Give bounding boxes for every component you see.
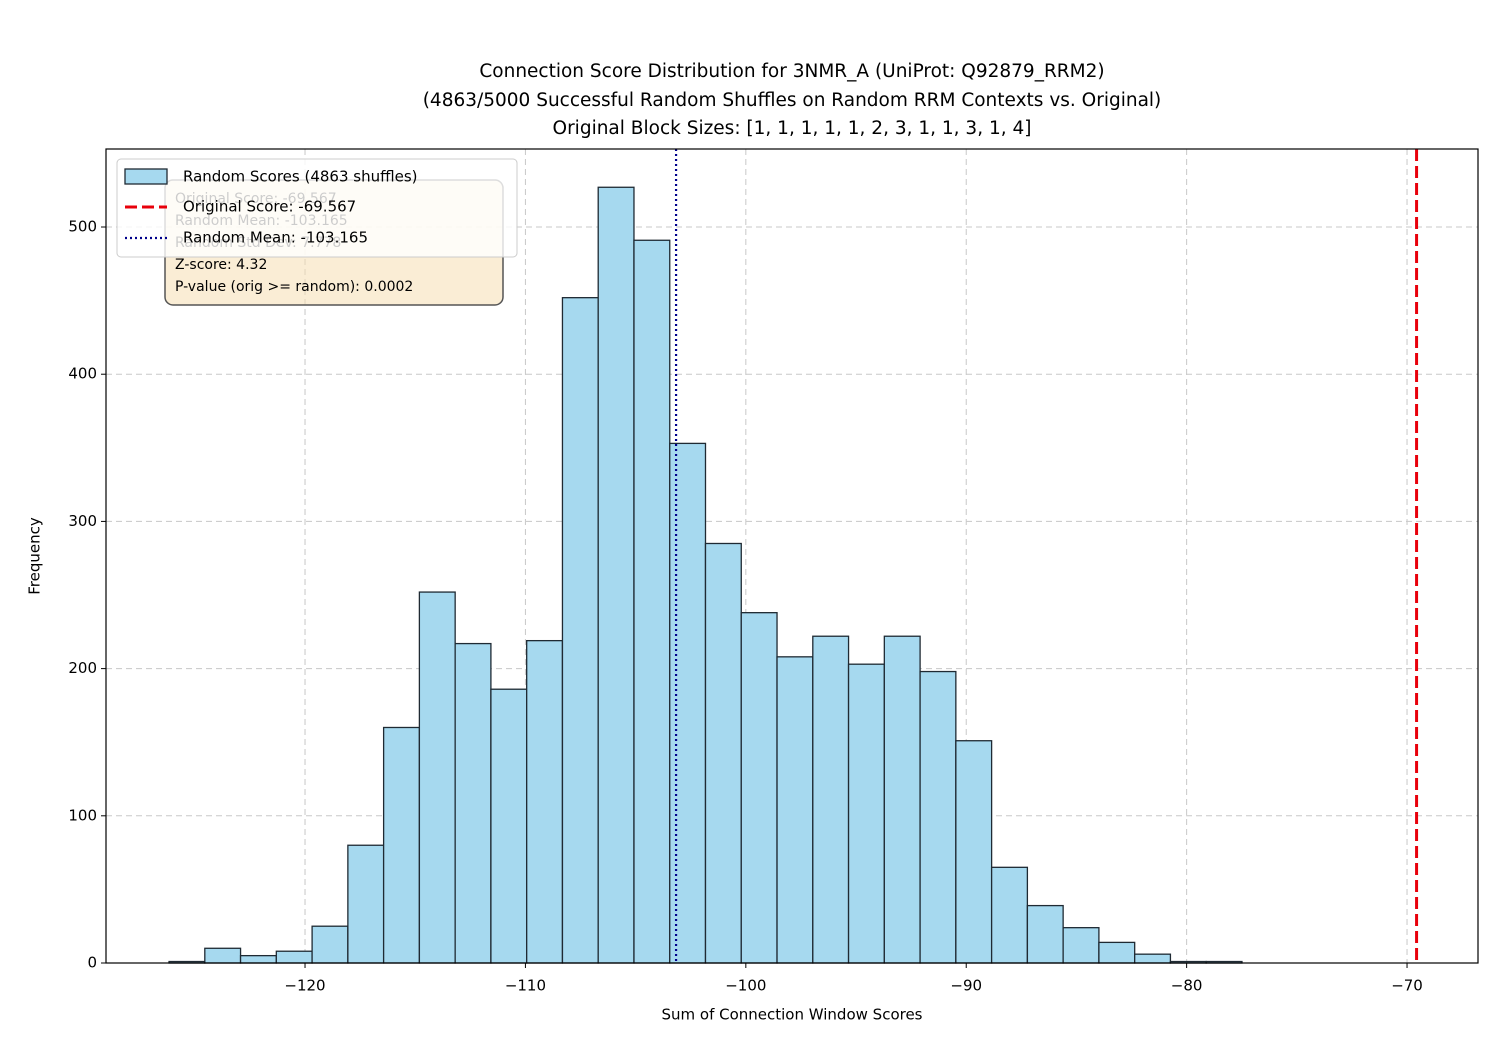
legend-box xyxy=(116,158,518,258)
chart-title: (4863/5000 Successful Random Shuffles on… xyxy=(423,90,1162,111)
x-tick-label: −120 xyxy=(284,977,325,995)
bar xyxy=(776,656,814,964)
bar xyxy=(633,239,671,964)
bar xyxy=(1062,927,1100,964)
y-tick-label: 500 xyxy=(68,218,97,236)
y-tick-label: 300 xyxy=(68,512,97,530)
bar xyxy=(919,670,957,964)
y-tick-label: 100 xyxy=(68,806,97,824)
chart-title: Original Block Sizes: [1, 1, 1, 1, 1, 2,… xyxy=(553,118,1032,139)
bar xyxy=(561,297,599,964)
legend-label: Random Scores (4863 shuffles) xyxy=(183,168,418,186)
bar xyxy=(239,954,277,964)
bar xyxy=(1134,953,1172,964)
bar xyxy=(418,591,456,964)
axes-frame xyxy=(105,148,1479,964)
stats-text: P-value (orig >= random): 0.0002 xyxy=(175,279,413,295)
bar xyxy=(883,635,921,964)
chart-title: Connection Score Distribution for 3NMR_A… xyxy=(479,61,1104,82)
bar xyxy=(740,612,778,964)
x-tick-label: −100 xyxy=(725,977,766,995)
bar xyxy=(955,740,993,964)
bar xyxy=(490,688,528,964)
bar xyxy=(1098,941,1136,964)
bar xyxy=(990,866,1029,964)
x-tick-label: −70 xyxy=(1391,977,1423,995)
x-tick-label: −110 xyxy=(505,977,546,995)
stats-text: Z-score: 4.32 xyxy=(175,257,267,273)
x-tick-label: −90 xyxy=(950,977,982,995)
bar xyxy=(1026,904,1064,964)
y-tick-label: 200 xyxy=(68,659,97,677)
legend-label: Random Mean: -103.165 xyxy=(183,229,368,247)
plot-area xyxy=(168,149,1419,964)
bar xyxy=(347,844,385,964)
bar xyxy=(454,642,492,964)
legend-swatch xyxy=(124,168,168,185)
overlay: Original Score: -69.567 Random Mean: -103… xyxy=(116,158,518,306)
bar xyxy=(847,663,885,964)
bar xyxy=(311,925,349,964)
bar xyxy=(526,639,564,964)
y-tick-label: 400 xyxy=(68,365,97,383)
bar xyxy=(812,635,850,964)
bar xyxy=(204,947,242,964)
x-tick-label: −80 xyxy=(1171,977,1203,995)
legend-label: Original Score: -69.567 xyxy=(183,198,356,216)
x-axis-label: Sum of Connection Window Scores xyxy=(661,1006,922,1024)
y-axis-label: Frequency xyxy=(26,517,44,595)
bar xyxy=(597,186,635,964)
bar xyxy=(382,726,421,964)
y-tick-label: 0 xyxy=(87,954,97,972)
bar xyxy=(275,950,313,964)
bar xyxy=(704,542,742,964)
